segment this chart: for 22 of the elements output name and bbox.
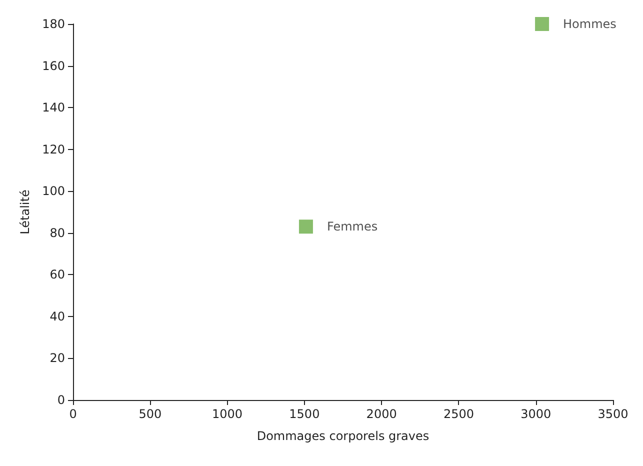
x-tick-label: 3000 <box>520 407 552 421</box>
series-label: Femmes <box>326 220 378 234</box>
y-tick-label: 60 <box>50 268 65 282</box>
x-tick-label: 2500 <box>443 407 474 421</box>
series-label: Hommes <box>563 17 616 31</box>
y-tick-label: 20 <box>50 351 65 366</box>
x-tick-label: 2000 <box>366 407 397 421</box>
x-tick-label: 1000 <box>212 407 243 421</box>
x-tick-label: 500 <box>138 407 162 421</box>
y-tick-label: 100 <box>42 184 65 198</box>
y-tick-label: 120 <box>42 142 65 156</box>
y-axis-title: Létalité <box>18 190 32 234</box>
x-tick-label: 0 <box>69 407 77 421</box>
y-tick-label: 160 <box>42 58 65 73</box>
y-tick-label: 0 <box>57 393 65 407</box>
y-tick-label: 80 <box>50 226 65 240</box>
x-axis-title: Dommages corporels graves <box>256 429 430 443</box>
y-tick-label: 40 <box>50 309 65 324</box>
y-tick-label: 140 <box>42 100 65 115</box>
x-tick-label: 1500 <box>289 407 320 421</box>
y-tick-label: 180 <box>42 17 65 31</box>
x-tick-label: 3500 <box>598 407 628 421</box>
